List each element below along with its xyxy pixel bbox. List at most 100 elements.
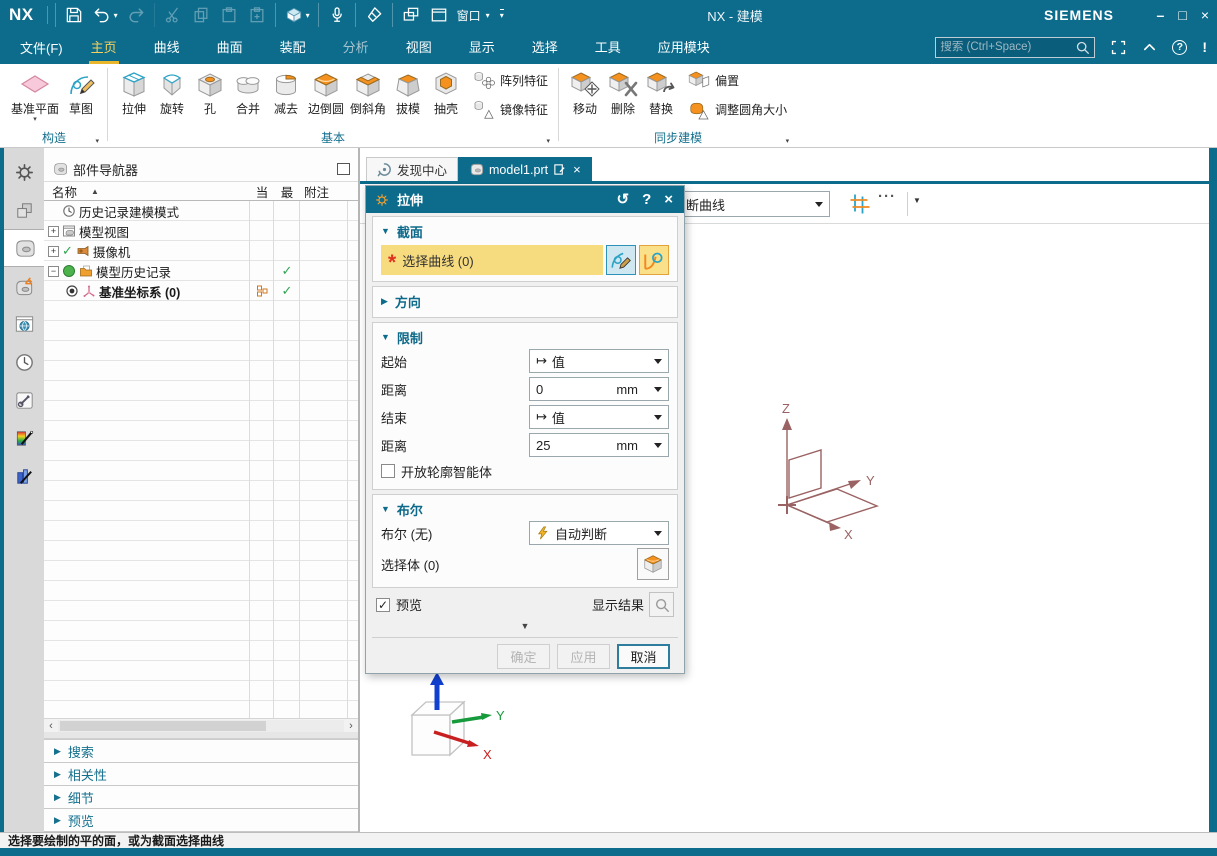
section-header[interactable]: ▼ 限制 xyxy=(381,330,423,346)
search-input[interactable] xyxy=(940,41,1076,53)
quick-icon-button[interactable]: ▾ xyxy=(243,3,271,27)
ribbon-button[interactable]: 孔 ▾ xyxy=(191,66,229,117)
expander[interactable]: + xyxy=(48,245,59,257)
ribbon-tab[interactable]: 视图 xyxy=(405,40,432,55)
view-triad[interactable]: Y X xyxy=(390,670,510,770)
ribbon-button[interactable]: 拉伸 ▾ xyxy=(115,66,153,117)
resource-bar-item[interactable] xyxy=(4,343,44,381)
dialog-help-button[interactable]: ? xyxy=(639,191,654,208)
group-dropdown-arrow[interactable]: ▾ xyxy=(785,138,790,145)
preview-checkbox[interactable]: ✓ xyxy=(376,597,390,612)
quick-icon-button[interactable]: ▾ xyxy=(391,3,425,27)
ribbon-button[interactable]: 旋转 ▾ xyxy=(153,66,191,117)
sketch-section-button[interactable] xyxy=(606,245,636,275)
expander[interactable]: + xyxy=(48,225,59,237)
ribbon-tab[interactable]: 工具 xyxy=(594,40,621,55)
undock-panel-button[interactable] xyxy=(337,163,350,175)
quick-icon-button[interactable]: ▾ xyxy=(187,3,215,27)
tree-row[interactable]: − 模型历史记录 ✓ xyxy=(44,261,358,281)
panel-splitter[interactable] xyxy=(44,732,358,739)
select-curve-field[interactable]: * 选择曲线 (0) xyxy=(381,245,603,275)
collapsible-section-header[interactable]: ▶ 细节 xyxy=(44,786,358,809)
section-header[interactable]: ▼ 布尔 xyxy=(381,502,423,518)
tree-row[interactable]: + ✓ 摄像机 xyxy=(44,241,358,261)
curve-select-button[interactable] xyxy=(639,245,669,275)
start-distance-input[interactable]: 0 mm xyxy=(529,377,669,401)
datum-csys[interactable]: Z Y X xyxy=(765,400,885,555)
more-options-button[interactable]: ··· xyxy=(878,188,896,205)
dropdown-arrow-icon[interactable]: ▾ xyxy=(113,10,118,20)
ribbon-tab[interactable]: 选择 xyxy=(531,40,558,55)
tab-model1-prt[interactable]: model1.prt × xyxy=(458,157,592,181)
dropdown-arrow-icon[interactable]: ▾ xyxy=(305,10,310,20)
resource-bar-item[interactable] xyxy=(4,267,44,305)
quick-icon-button[interactable]: ▾ xyxy=(122,3,150,27)
collapsible-section-header[interactable]: ▶ 相关性 xyxy=(44,763,358,786)
ribbon-button-small[interactable]: 镜像特征 xyxy=(469,95,551,124)
group-dropdown-arrow[interactable]: ▾ xyxy=(95,138,100,145)
start-limit-select[interactable]: ↦ 值 xyxy=(529,349,669,373)
ribbon-button[interactable]: 删除 ▾ xyxy=(604,66,642,117)
quick-icon-button[interactable]: ▾ xyxy=(274,3,314,27)
close-button[interactable]: × xyxy=(1200,7,1209,23)
resource-bar-item[interactable] xyxy=(4,419,44,457)
command-search[interactable] xyxy=(935,36,1096,58)
quick-icon-button[interactable]: ▾ xyxy=(215,3,243,27)
ribbon-button[interactable]: 边倒圆 ▾ xyxy=(305,66,347,117)
dialog-collapse-arrow[interactable]: ▼ xyxy=(520,621,530,631)
scrollbar-thumb[interactable] xyxy=(60,720,266,731)
quick-icon-button[interactable]: ▾ xyxy=(153,3,187,27)
ok-button[interactable]: 确定 xyxy=(497,644,550,669)
window-menu-button[interactable]: 窗口 ▾ xyxy=(453,5,494,26)
resource-bar-item[interactable] xyxy=(4,229,44,267)
navigator-column-header[interactable]: 名称 ▲ 当 最 附注 xyxy=(44,181,358,201)
visibility-icon[interactable] xyxy=(65,284,79,298)
ribbon-button[interactable]: 合并 ▾ xyxy=(229,66,267,117)
ribbon-tab[interactable]: 主页 xyxy=(88,30,119,64)
ribbon-button[interactable]: 草图 ▾ xyxy=(62,66,100,125)
dialog-header[interactable]: 拉伸 ↺ ? × xyxy=(366,186,684,213)
search-icon[interactable] xyxy=(1075,40,1090,55)
menu-file[interactable]: 文件(F) xyxy=(20,40,63,56)
end-limit-select[interactable]: ↦ 值 xyxy=(529,405,669,429)
maximize-button[interactable]: □ xyxy=(1178,7,1187,23)
ribbon-tab[interactable]: 显示 xyxy=(468,40,495,55)
ribbon-button[interactable]: 抽壳 ▾ xyxy=(427,66,465,117)
quick-icon-button[interactable]: ▾ xyxy=(88,3,122,27)
ribbon-button[interactable]: 移动 ▾ xyxy=(566,66,604,117)
resource-bar-item[interactable] xyxy=(4,457,44,495)
ribbon-button[interactable]: 拔模 ▾ xyxy=(389,66,427,117)
help-icon[interactable]: ? xyxy=(1172,39,1188,55)
close-tab-icon[interactable]: × xyxy=(573,162,581,177)
cancel-button[interactable]: 取消 xyxy=(617,644,670,669)
section-header[interactable]: ▶ 方向 xyxy=(381,294,421,310)
tab-discovery-center[interactable]: 发现中心 xyxy=(366,157,459,181)
quick-icon-button[interactable]: ▾ xyxy=(317,3,351,27)
minimize-button[interactable]: – xyxy=(1156,7,1165,23)
apply-button[interactable]: 应用 xyxy=(557,644,610,669)
resource-bar-item[interactable] xyxy=(4,191,44,229)
resource-bar-item[interactable] xyxy=(4,305,44,343)
open-profile-checkbox[interactable] xyxy=(381,464,395,478)
end-distance-input[interactable]: 25 mm xyxy=(529,433,669,457)
dropdown-arrow-icon[interactable]: ▾ xyxy=(33,116,37,123)
ribbon-tab[interactable]: 应用模块 xyxy=(657,40,710,55)
ribbon-button[interactable]: 减去 ▾ xyxy=(267,66,305,117)
stop-at-intersection-button[interactable] xyxy=(846,191,872,217)
show-result-button[interactable] xyxy=(649,592,674,617)
ribbon-button-small[interactable]: 偏置 xyxy=(684,66,790,95)
quick-icon-button[interactable]: ▾ xyxy=(425,3,453,27)
tree-row[interactable]: + 模型视图 xyxy=(44,221,358,241)
horizontal-scrollbar[interactable]: ‹ › xyxy=(44,718,358,732)
ribbon-button-small[interactable]: 调整圆角大小 xyxy=(684,95,790,124)
scroll-left-arrow[interactable]: ‹ xyxy=(49,719,53,732)
group-dropdown-arrow[interactable]: ▾ xyxy=(546,138,551,145)
alert-icon[interactable]: ! xyxy=(1202,39,1207,55)
ribbon-tab[interactable]: 曲线 xyxy=(153,40,180,55)
collapsible-section-header[interactable]: ▶ 预览 xyxy=(44,809,358,832)
boolean-mode-select[interactable]: 自动判断 xyxy=(529,521,669,545)
ribbon-tab[interactable]: 曲面 xyxy=(216,40,243,55)
customize-toolbar-button[interactable]: ▾ xyxy=(494,8,510,22)
section-header[interactable]: ▼ 截面 xyxy=(381,224,423,240)
ribbon-button[interactable]: 倒斜角 ▾ xyxy=(347,66,389,117)
